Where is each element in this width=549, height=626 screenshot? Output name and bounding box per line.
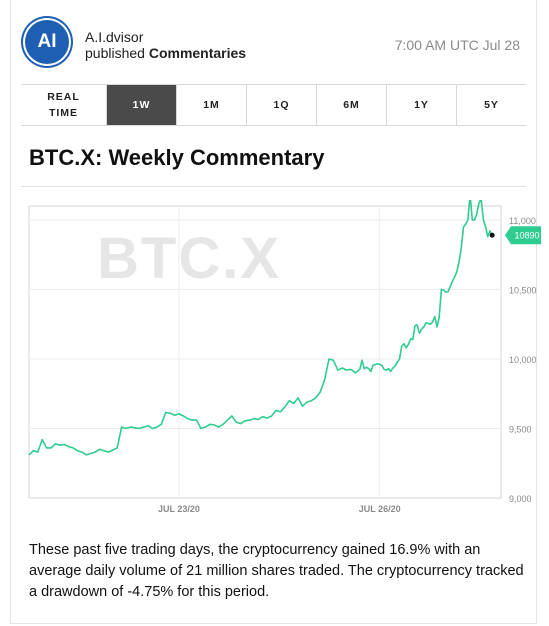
commentary-summary: These past five trading days, the crypto… <box>29 542 524 600</box>
author-action-prefix: published <box>85 45 145 61</box>
tab-5y-label: 5Y <box>484 99 499 111</box>
tab-1q[interactable]: 1Q <box>247 85 317 125</box>
chart-watermark: BTC.X <box>97 226 281 291</box>
tab-1y[interactable]: 1Y <box>387 85 457 125</box>
tab-1m-label: 1M <box>203 99 220 111</box>
y-tick-label: 10,500 <box>509 285 537 295</box>
author-avatar[interactable]: AI <box>25 20 69 64</box>
author-info: A.I.dvisor published Commentaries <box>85 29 246 61</box>
post-header: AI A.I.dvisor published Commentaries 7:0… <box>11 0 536 76</box>
tab-1y-label: 1Y <box>414 99 429 111</box>
commentary-card: AI A.I.dvisor published Commentaries 7:0… <box>10 0 541 624</box>
timeframe-tabs: REAL TIME 1W 1M 1Q 6M 1Y 5Y <box>21 84 526 126</box>
plot-frame <box>28 205 502 499</box>
tab-1q-label: 1Q <box>273 99 290 111</box>
y-tick-label: 9,500 <box>509 424 532 434</box>
tab-real-time-label: REAL TIME <box>47 89 80 121</box>
last-value-badge <box>505 226 541 245</box>
price-series-line <box>28 200 493 456</box>
tab-6m[interactable]: 6M <box>317 85 387 125</box>
x-tick-label: JUL 26/20 <box>359 504 401 514</box>
tab-real-time[interactable]: REAL TIME <box>21 85 107 125</box>
tab-5y[interactable]: 5Y <box>457 85 526 125</box>
tab-real-time-line1: REAL <box>47 91 80 103</box>
x-tick-label: JUL 23/20 <box>158 504 200 514</box>
page-title: BTC.X: Weekly Commentary <box>29 145 325 170</box>
author-action-object[interactable]: Commentaries <box>148 45 247 61</box>
price-chart: 9,000 9,500 10,000 10,500 11,000 JUL 23/20 JUL… <box>28 200 541 514</box>
tab-1w[interactable]: 1W <box>107 85 177 125</box>
last-value-label: 10890 <box>514 231 539 241</box>
author-action: published Commentaries <box>85 45 246 61</box>
author-name[interactable]: A.I.dvisor <box>85 29 144 45</box>
tab-1w-label: 1W <box>132 99 151 111</box>
y-tick-label: 10,000 <box>509 355 537 365</box>
tab-6m-label: 6M <box>343 99 360 111</box>
tab-1m[interactable]: 1M <box>177 85 247 125</box>
avatar-text: AI <box>37 31 57 52</box>
y-tick-label: 9,000 <box>509 494 532 504</box>
post-timestamp: 7:00 AM UTC Jul 28 <box>394 37 520 53</box>
y-tick-label: 11,000 <box>509 216 536 226</box>
title-divider <box>21 186 526 187</box>
last-value-dot <box>489 232 495 238</box>
tab-real-time-line2: TIME <box>48 107 79 119</box>
